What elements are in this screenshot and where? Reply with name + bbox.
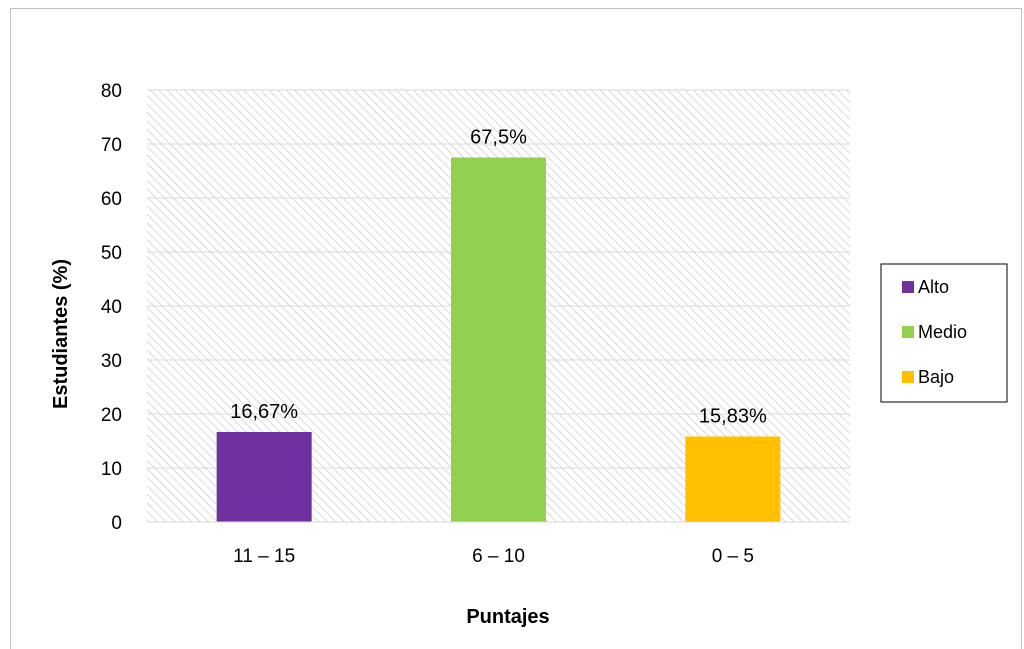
x-axis-title: Puntajes [466, 606, 549, 628]
legend-label: Bajo [918, 367, 954, 387]
legend: Alto Medio Bajo [880, 263, 1008, 403]
y-tick-label: 70 [101, 135, 122, 156]
y-axis-title: Estudiantes (%) [50, 259, 72, 409]
x-category-label: 0 – 5 [712, 546, 754, 567]
x-category-label: 6 – 10 [472, 546, 525, 567]
x-category-label: 11 – 15 [233, 546, 295, 567]
bars [216, 157, 781, 522]
data-label: 16,67% [230, 401, 298, 423]
data-labels: 16,67% 67,5% 15,83% [230, 127, 767, 428]
legend-swatch-alto [902, 281, 914, 293]
legend-label: Medio [918, 322, 967, 342]
y-tick-label: 50 [101, 243, 122, 264]
y-tick-label: 40 [101, 297, 122, 318]
y-tick-label: 60 [101, 189, 122, 210]
data-label: 15,83% [699, 406, 767, 428]
bar-bajo [685, 436, 781, 522]
bar-medio [451, 157, 546, 522]
y-tick-label: 80 [101, 81, 122, 102]
y-axis-ticks: 0 10 20 30 40 50 60 70 80 [101, 81, 122, 534]
y-tick-label: 0 [111, 513, 122, 534]
data-label: 67,5% [470, 127, 527, 149]
y-tick-label: 20 [101, 405, 122, 426]
legend-swatch-bajo [902, 371, 914, 383]
bar-alto [216, 431, 312, 522]
x-axis-categories: 11 – 15 6 – 10 0 – 5 [233, 546, 754, 567]
legend-swatch-medio [902, 326, 914, 338]
y-tick-label: 10 [101, 459, 122, 480]
chart-frame [10, 8, 1022, 649]
y-tick-label: 30 [101, 351, 122, 372]
legend-label: Alto [918, 277, 949, 297]
